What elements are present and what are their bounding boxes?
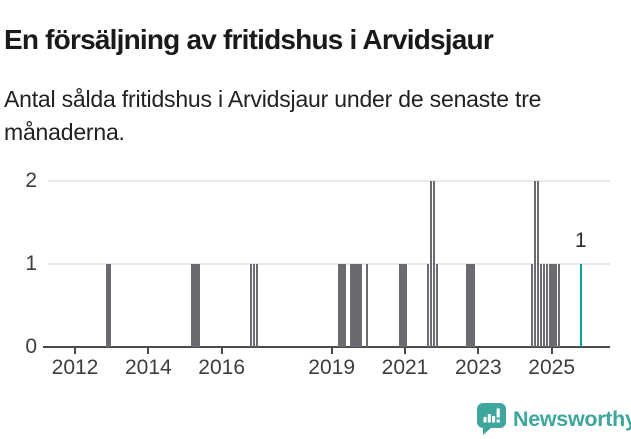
y-axis-label-2: 2	[25, 168, 37, 192]
bar-segment	[105, 264, 112, 347]
bar-segment	[548, 264, 558, 347]
bar-segment	[530, 264, 533, 347]
x-axis-label-2019: 2019	[308, 356, 356, 379]
x-axis-tick-2021	[404, 348, 406, 354]
bar-segment	[545, 264, 548, 347]
bar-segment	[191, 264, 200, 347]
y-axis-label-0: 0	[25, 334, 37, 358]
bar-segment	[255, 264, 258, 347]
bar-segment	[542, 264, 545, 347]
bar-segment	[435, 264, 438, 347]
x-axis-label-2016: 2016	[198, 356, 246, 379]
x-axis-label-2014: 2014	[124, 356, 172, 379]
x-axis-tick-2025	[550, 348, 553, 354]
page-title: En försäljning av fritidshus i Arvidsjau…	[4, 23, 494, 55]
x-axis-label-2023: 2023	[454, 356, 502, 379]
chart-subtitle: Antal sålda fritidshus i Arvidsjaur unde…	[4, 86, 542, 145]
bar-segment	[426, 264, 429, 347]
gridline-y1	[48, 263, 610, 265]
bar-segment	[558, 264, 561, 347]
x-axis-label-2021: 2021	[381, 356, 429, 379]
bar-segment	[536, 181, 539, 347]
bar-latest-highlight	[579, 264, 582, 347]
bar-segment	[338, 264, 347, 347]
bar-segment	[539, 264, 542, 347]
y-axis-label-1: 1	[25, 251, 37, 275]
newsworthy-branding[interactable]: Newsworthy	[477, 403, 631, 435]
bar-segment	[350, 264, 362, 347]
x-axis-tick-2023	[477, 348, 480, 354]
x-axis-label-2012: 2012	[51, 356, 99, 379]
x-axis-tick-2014	[147, 348, 150, 354]
bar-segment	[365, 264, 368, 347]
bar-segment	[533, 181, 536, 347]
x-axis-label-2025: 2025	[528, 356, 576, 379]
latest-value-label: 1	[574, 229, 587, 252]
bar-segment	[399, 264, 408, 347]
newsworthy-wordmark: Newsworthy	[513, 406, 631, 431]
x-axis-tick-2019	[330, 348, 333, 354]
x-axis-line	[43, 345, 610, 348]
bar-segment	[252, 264, 255, 347]
x-axis-tick-2012	[74, 348, 76, 354]
bar-segment	[432, 181, 435, 347]
bar-segment	[466, 264, 475, 347]
newsworthy-logo-icon	[477, 403, 506, 435]
bar-segment	[249, 264, 252, 347]
bar-segment	[429, 181, 432, 347]
gridline-y2	[48, 180, 610, 183]
x-axis-tick-2016	[220, 348, 223, 354]
